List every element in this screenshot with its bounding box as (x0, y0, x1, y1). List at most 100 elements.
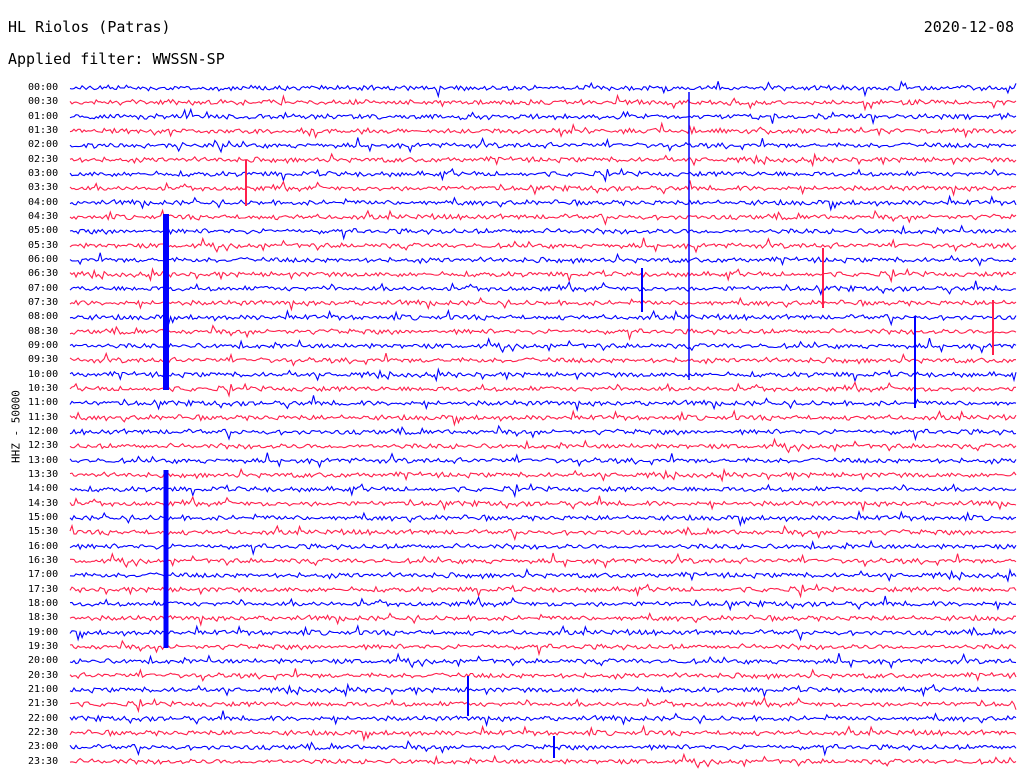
trace-line (69, 409, 1017, 427)
trace-line (69, 167, 1017, 183)
time-label: 02:30 (28, 153, 59, 165)
trace-line (69, 696, 1017, 714)
trace-line (70, 552, 1017, 569)
time-label: 20:30 (28, 669, 59, 681)
time-label: 07:30 (28, 296, 59, 308)
trace-line (69, 639, 1017, 657)
time-label: 15:30 (28, 526, 59, 538)
time-label: 09:30 (28, 354, 59, 366)
time-label: 22:30 (28, 726, 59, 738)
trace-line (69, 266, 1017, 284)
time-label: 06:00 (28, 253, 59, 265)
trace-line (69, 724, 1017, 742)
trace-line (69, 595, 1017, 612)
trace-line (69, 137, 1017, 154)
time-label: 00:00 (28, 82, 59, 93)
trace-line (69, 380, 1016, 398)
trace-line (69, 236, 1017, 254)
trace-line (69, 337, 1017, 354)
trace-line (69, 194, 1017, 212)
time-label: 15:00 (28, 511, 59, 523)
trace-line (69, 682, 1017, 698)
trace-line (69, 652, 1017, 670)
filter-label: Applied filter: WWSSN-SP (8, 50, 225, 68)
time-label: 18:30 (28, 612, 59, 624)
time-label: 08:30 (28, 325, 59, 337)
time-label: 03:00 (28, 167, 59, 179)
trace-line (69, 152, 1017, 168)
time-label: 04:00 (28, 196, 59, 208)
time-label: 13:00 (28, 454, 59, 466)
trace-line (69, 395, 1017, 412)
time-label: 22:00 (28, 712, 59, 724)
trace-line (69, 224, 1017, 241)
trace-line (69, 739, 1017, 757)
trace-line (69, 452, 1017, 469)
trace-line (69, 624, 1017, 642)
time-label: 20:00 (28, 655, 59, 667)
trace-line (69, 611, 1017, 627)
trace-line (69, 583, 1017, 599)
time-label: 09:00 (28, 339, 59, 351)
trace-line (69, 80, 1017, 99)
station-title: HL Riolos (Patras) (8, 18, 171, 36)
trace-line (69, 280, 1017, 296)
trace-line (69, 668, 1017, 683)
time-label: 14:00 (28, 483, 59, 495)
trace-line (69, 495, 1017, 513)
time-label: 02:00 (28, 139, 59, 151)
time-label: 10:00 (28, 368, 59, 380)
trace-line (69, 437, 1017, 454)
time-label: 06:30 (28, 268, 59, 280)
time-label: 23:00 (28, 741, 59, 753)
time-label: 08:00 (28, 311, 59, 323)
trace-line (69, 308, 1017, 327)
time-label: 17:30 (28, 583, 59, 595)
time-label: 14:30 (28, 497, 59, 509)
time-label: 11:30 (28, 411, 59, 423)
trace-line (69, 252, 1017, 267)
trace-line (69, 539, 1017, 556)
trace-line (69, 296, 1017, 312)
time-label: 12:30 (28, 440, 59, 452)
time-label: 03:30 (28, 182, 59, 194)
trace-line (69, 351, 1017, 367)
trace-line (69, 424, 1017, 442)
time-label: 18:00 (28, 597, 59, 609)
time-label: 11:00 (28, 397, 59, 409)
trace-line (69, 367, 1017, 383)
time-label: 21:30 (28, 698, 59, 710)
trace-line (69, 568, 1017, 583)
trace-line (69, 93, 1017, 112)
time-label: 04:30 (28, 210, 59, 222)
trace-line (69, 121, 1017, 139)
trace-line (69, 208, 1017, 226)
time-label: 16:00 (28, 540, 59, 552)
time-label: 19:30 (28, 640, 59, 652)
time-label: 16:30 (28, 554, 59, 566)
time-label: 05:00 (28, 225, 59, 237)
time-label: 13:30 (28, 468, 59, 480)
time-label: 10:30 (28, 382, 59, 394)
trace-line (69, 180, 1017, 197)
time-axis-labels: 00:00 00:30 01:00 01:30 02:00 02:30 03:00 03:30… (0, 0, 70, 780)
trace-line (69, 324, 1017, 341)
time-label: 01:30 (28, 124, 59, 136)
time-label: 07:00 (28, 282, 59, 294)
date-label: 2020-12-08 (923, 18, 1014, 36)
trace-line (69, 752, 1017, 769)
trace-line (69, 467, 1017, 483)
time-label: 01:00 (28, 110, 59, 122)
time-label: 05:30 (28, 239, 59, 251)
time-label: 00:30 (28, 96, 59, 108)
trace-line (69, 509, 1017, 528)
trace-line (69, 482, 1017, 499)
time-label: 23:30 (28, 755, 59, 767)
time-label: 19:00 (28, 626, 59, 638)
trace-line (69, 107, 1017, 126)
time-label: 21:00 (28, 683, 59, 695)
time-label: 12:00 (28, 425, 59, 437)
trace-line (69, 523, 1017, 542)
time-label: 17:00 (28, 569, 59, 581)
